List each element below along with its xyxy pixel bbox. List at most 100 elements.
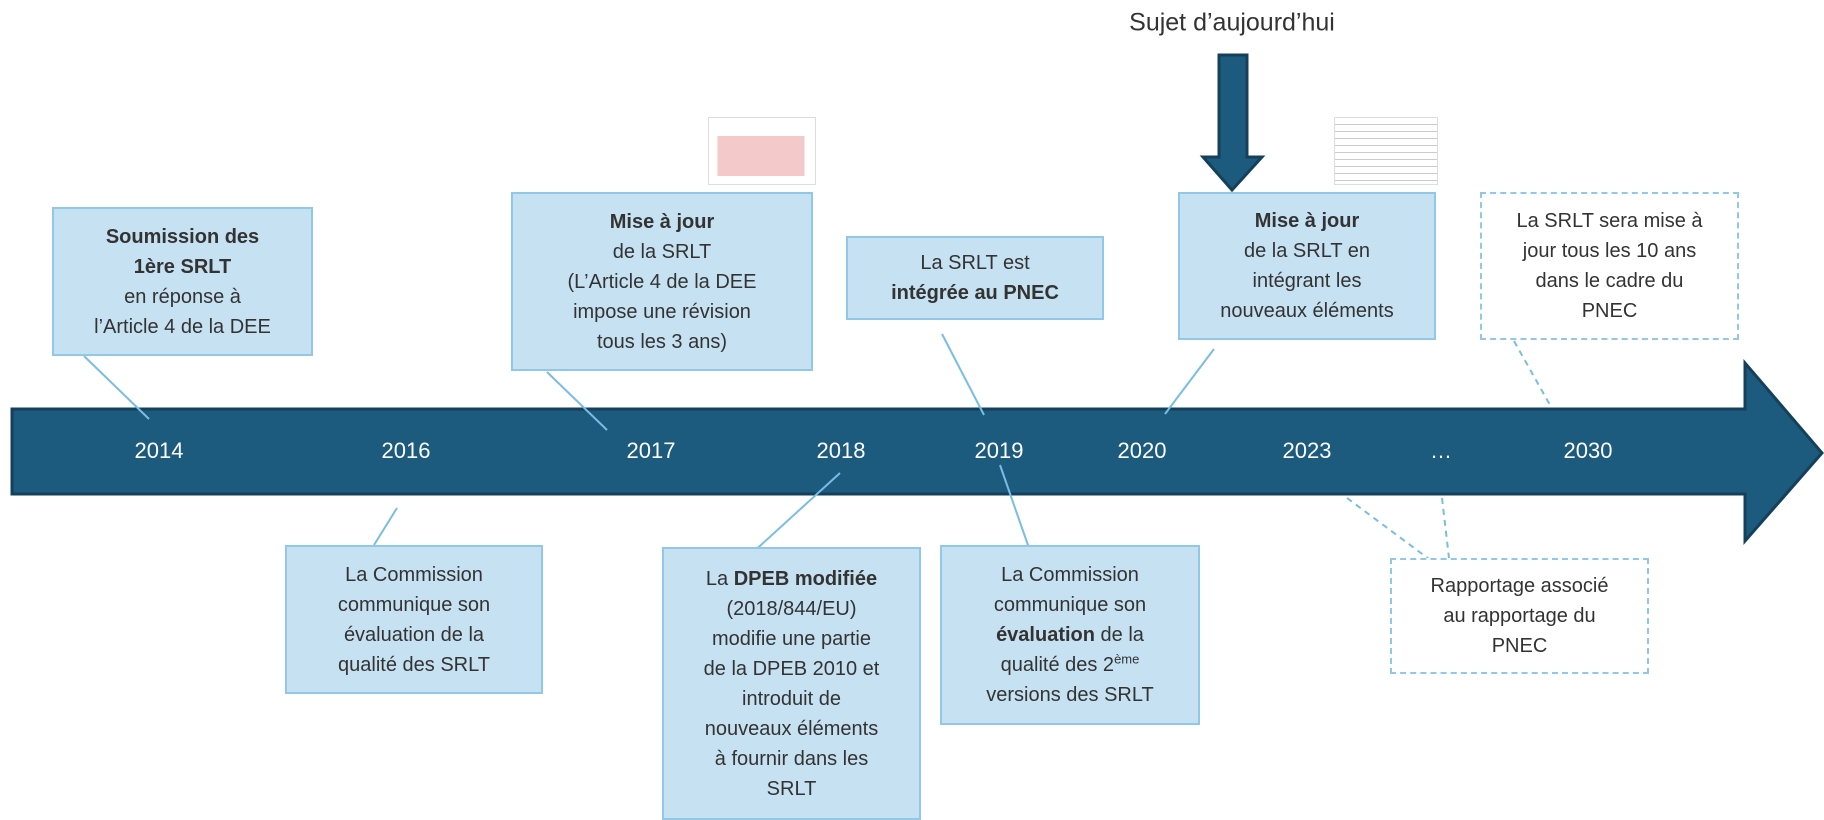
event-line: SRLT <box>767 774 817 804</box>
year-label: … <box>1430 438 1452 463</box>
event-text: versions des SRLT <box>986 684 1154 706</box>
event-text: évaluation <box>996 624 1095 646</box>
event-line: Rapportage associé <box>1431 571 1609 601</box>
connector <box>1346 497 1434 563</box>
event-line: au rapportage du <box>1443 601 1595 631</box>
event-text: tous les 3 ans) <box>596 330 728 353</box>
connector <box>546 371 608 431</box>
year-label: 2017 <box>626 438 676 463</box>
event-line: tous les 3 ans) <box>597 327 727 357</box>
connector <box>83 355 150 420</box>
event-text: PNEC <box>1491 635 1548 657</box>
event-line: 1ère SRLT <box>134 252 231 282</box>
event-line: (2018/844/EU) <box>726 594 856 624</box>
event-box: La Commission communique son évaluation de… <box>940 545 1200 725</box>
connector <box>1164 348 1215 415</box>
event-text: de la DPEB 2010 et <box>703 657 880 680</box>
year-label: 2018 <box>816 438 866 463</box>
event-box: La DPEB modifiée (2018/844/EU) modifie une… <box>662 547 921 820</box>
connector <box>1513 340 1551 406</box>
event-text: intégrant les <box>1252 270 1362 292</box>
event-line: La SRLT sera mise à <box>1516 206 1702 236</box>
event-text: évaluation de la <box>343 623 485 646</box>
event-text: communique son <box>337 593 491 616</box>
event-text: de la <box>1094 624 1144 646</box>
connector <box>1441 497 1450 559</box>
event-text: de la SRLT en <box>1243 240 1370 262</box>
event-text: à fournir dans les <box>714 747 869 770</box>
event-text: ème <box>1114 651 1140 667</box>
event-text: qualité des 2 <box>1000 654 1115 676</box>
event-text: La SRLT est <box>920 252 1030 274</box>
event-text: intégrée au PNEC <box>891 282 1059 304</box>
event-line: de la SRLT <box>613 237 712 267</box>
event-line: en réponse à <box>124 282 241 312</box>
event-line: versions des SRLT <box>986 680 1153 710</box>
connector <box>373 507 398 546</box>
event-text: La Commission <box>1001 564 1139 586</box>
event-line: Mise à jour <box>610 207 714 237</box>
year-label: 2014 <box>134 438 184 463</box>
event-line: introduit de <box>742 684 841 714</box>
event-line: modifie une partie <box>712 624 871 654</box>
event-line: à fournir dans les <box>715 744 868 774</box>
connector <box>941 333 985 416</box>
event-text: La SRLT sera mise à <box>1516 210 1703 232</box>
thumbnail <box>1334 117 1438 185</box>
event-text: au rapportage du <box>1443 605 1596 627</box>
event-box: La SRLT est intégrée au PNEC <box>846 236 1104 320</box>
event-text: Mise à jour <box>1254 210 1360 232</box>
event-box: Mise à jour de la SRLT en intégrant les nou… <box>1178 192 1436 340</box>
event-line: intégrant les <box>1253 266 1362 296</box>
connector <box>999 464 1030 549</box>
event-box: Rapportage associé au rapportage du PNEC <box>1390 558 1649 674</box>
event-line: l’Article 4 de la DEE <box>94 312 271 342</box>
year-label: 2023 <box>1282 438 1332 463</box>
event-text: Rapportage associé <box>1430 575 1609 597</box>
event-text: de la SRLT <box>612 240 712 263</box>
event-text: Mise à jour <box>609 210 715 233</box>
event-text: (2018/844/EU) <box>726 597 857 620</box>
event-line: communique son <box>994 590 1146 620</box>
event-text: DPEB modifiée <box>733 567 878 590</box>
event-text: dans le cadre du <box>1535 270 1684 292</box>
event-text: modifie une partie <box>712 627 871 650</box>
event-text: Soumission des <box>105 225 260 248</box>
event-line: de la SRLT en <box>1244 236 1370 266</box>
event-text: qualité des SRLT <box>338 653 490 676</box>
event-text: en réponse à <box>124 285 241 308</box>
event-text: La Commission <box>345 563 483 586</box>
event-text: (L’Article 4 de la DEE <box>567 270 757 293</box>
event-line: jour tous les 10 ans <box>1523 236 1696 266</box>
event-text: jour tous les 10 ans <box>1522 240 1697 262</box>
year-label: 2016 <box>381 438 431 463</box>
event-text: PNEC <box>1581 300 1638 322</box>
year-label: 2030 <box>1563 438 1613 463</box>
event-line: PNEC <box>1582 296 1638 326</box>
event-text: La <box>705 567 734 590</box>
event-line: évaluation de la <box>996 620 1144 650</box>
event-line: qualité des 2ème <box>1001 650 1140 680</box>
event-line: PNEC <box>1492 631 1548 661</box>
event-text: nouveaux éléments <box>704 717 879 740</box>
event-text: communique son <box>993 594 1147 616</box>
event-line: qualité des SRLT <box>338 650 490 680</box>
event-line: La Commission <box>1001 560 1139 590</box>
today-arrow <box>1199 53 1266 193</box>
event-line: de la DPEB 2010 et <box>704 654 880 684</box>
event-line: Soumission des <box>106 222 259 252</box>
timeline-arrow <box>10 358 1824 545</box>
event-line: dans le cadre du <box>1536 266 1684 296</box>
year-label: 2020 <box>1117 438 1167 463</box>
event-text: SRLT <box>766 777 817 800</box>
event-text: 1ère SRLT <box>133 255 232 278</box>
event-line: impose une révision <box>573 297 751 327</box>
event-box: Soumission des 1ère SRLT en réponse à l’Art… <box>52 207 313 356</box>
event-line: La Commission <box>345 560 483 590</box>
event-box: La Commission communique son évaluation de… <box>285 545 543 694</box>
event-text: impose une révision <box>573 300 751 323</box>
today-label: Sujet d’aujourd’hui <box>1129 8 1335 37</box>
event-box: Mise à jour de la SRLT (L’Article 4 de la … <box>511 192 813 371</box>
